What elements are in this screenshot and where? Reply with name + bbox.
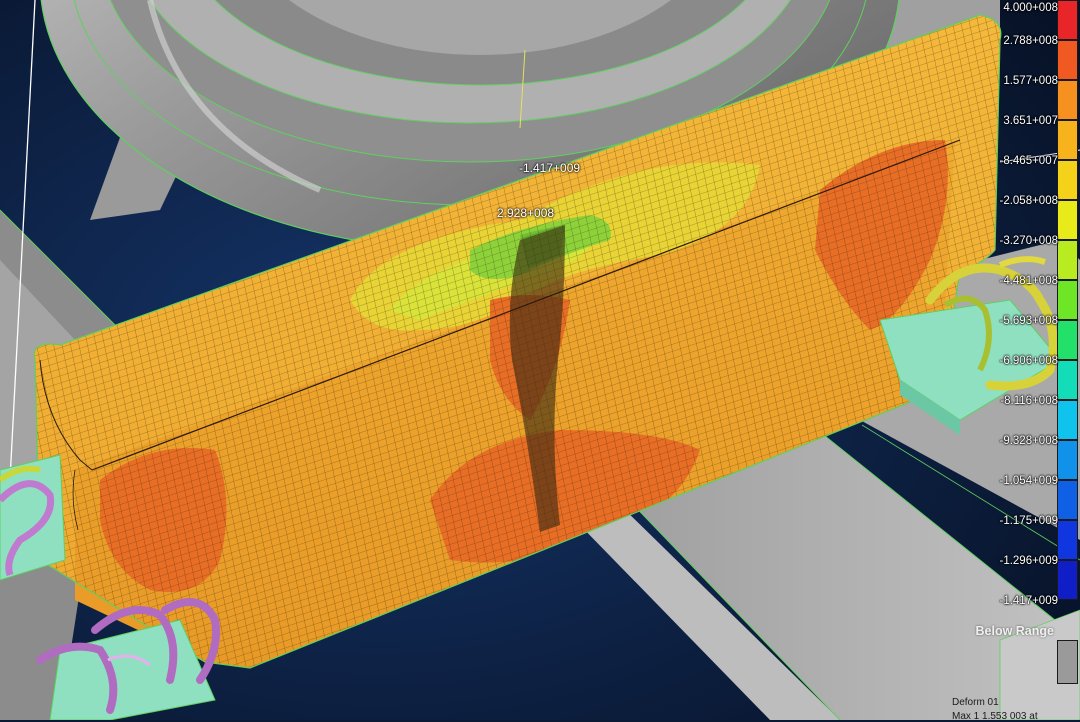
legend-swatch (1057, 400, 1078, 440)
legend-tick-label: -1.175+009 (999, 515, 1058, 527)
legend-tick-label: -8.116+008 (1000, 395, 1058, 407)
legend-swatch (1057, 360, 1078, 400)
legend-swatch (1057, 200, 1078, 240)
rail-clip-left (0, 454, 66, 581)
legend-tick-label: -3.270+008 (999, 235, 1058, 247)
legend-tick-label: -6.906+008 (999, 355, 1058, 367)
legend-swatch (1057, 280, 1078, 320)
legend-swatch (1057, 520, 1078, 560)
rail-clip-bottom (36, 598, 220, 720)
legend-swatch (1057, 40, 1078, 80)
legend-tick-label: 1.577+008 (1003, 75, 1058, 87)
legend-swatch (1057, 160, 1078, 200)
legend-tick-label: -4.481+008 (999, 275, 1058, 287)
legend-tick-label: 4.000+008 (1003, 2, 1058, 14)
legend-swatch (1057, 440, 1078, 480)
legend-tick-label: -1.296+009 (999, 555, 1058, 567)
legend-swatch (1057, 480, 1078, 520)
guide-line (9, 0, 36, 481)
legend-tick-label: -2.058+008 (999, 195, 1058, 207)
legend-tick-label: 2.788+008 (1003, 35, 1058, 47)
legend-tick-label: -5.693+008 (999, 315, 1058, 327)
legend-swatch (1057, 560, 1078, 600)
rail-clip-right (879, 256, 1061, 435)
legend-swatch (1057, 80, 1078, 120)
legend-swatch (1057, 240, 1078, 280)
max-value-label: Max 1 1.553 003 at (952, 711, 1038, 722)
probe-label-max: -1.417+009 (519, 161, 581, 175)
legend-tick-label: -8.465+007 (999, 155, 1058, 167)
legend-swatch (1057, 120, 1078, 160)
probe-label-contact: 2.928+008 (497, 206, 555, 220)
deform-label: Deform 01 (952, 697, 999, 708)
legend-swatch (1057, 0, 1078, 40)
legend-tick-label: -9.328+008 (999, 435, 1058, 447)
legend-tick-label: -1.417+009 (999, 595, 1058, 607)
below-range-swatch (1057, 640, 1078, 684)
legend-tick-label: -1.054+009 (999, 475, 1058, 487)
below-range-label: Below Range (975, 624, 1055, 638)
legend-tick-label: 3.651+007 (1003, 115, 1058, 127)
legend-swatch (1057, 320, 1078, 360)
rail (33, 14, 1002, 669)
